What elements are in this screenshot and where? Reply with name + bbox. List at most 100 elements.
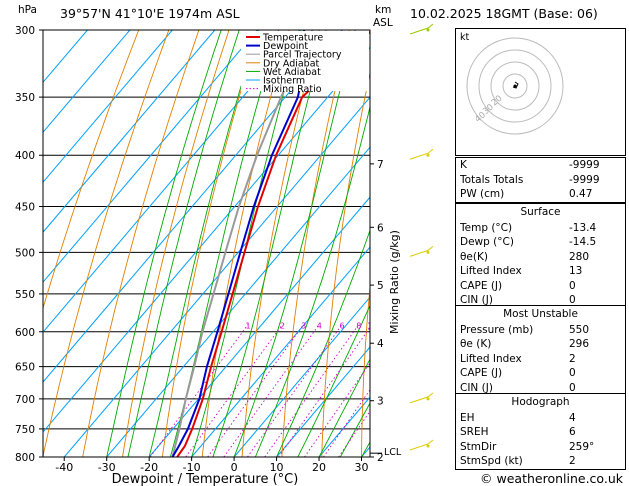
temperature-tick-label: -40	[55, 461, 73, 474]
pressure-tick-label: 450	[15, 202, 35, 214]
legend-label: Dewpoint	[263, 41, 308, 52]
index-label: Totals Totals	[460, 173, 524, 186]
surface-row: Dewp (°C) -14.5	[456, 235, 625, 250]
legend-label: Isotherm	[263, 76, 305, 87]
lcl-label: LCL	[384, 447, 402, 458]
most-unstable-value: 0	[569, 381, 576, 394]
plot-frame	[42, 29, 371, 458]
wind-barb-dot	[426, 444, 430, 448]
wet-adiabat-line	[127, 30, 240, 457]
wind-barb-dot	[426, 250, 430, 254]
most-unstable-row: Lifted Index 2	[456, 352, 625, 367]
mixing-ratio-line	[264, 324, 360, 457]
temperature-tick-label: -30	[98, 461, 116, 474]
dry-adiabat-line	[401, 30, 440, 457]
wet-adiabat-line	[339, 402, 370, 457]
mixing-ratio-label: 1	[246, 321, 251, 330]
temperature-line	[176, 30, 370, 457]
pressure-tick-label: 350	[15, 92, 35, 104]
hodograph-stat-label: StmDir	[460, 440, 497, 453]
legend-box	[241, 31, 369, 91]
temperature-tick-label: -10	[183, 461, 201, 474]
isotherm-line	[43, 30, 301, 333]
dewpoint-line	[171, 30, 307, 457]
legend-label: Dry Adiabat	[263, 58, 320, 69]
hodograph-stat-value: 4	[569, 411, 576, 424]
surface-value: 280	[569, 250, 590, 263]
mixing-ratio-line	[185, 324, 283, 457]
mixing-ratio-line	[207, 324, 304, 457]
mixing-ratio-label: 8	[356, 321, 361, 330]
most-unstable-row: CAPE (J) 0	[456, 366, 625, 381]
hodograph-table-title: Hodograph	[511, 396, 570, 408]
surface-table: Surface Temp (°C) -13.4 Dewp (°C) -14.5 θe(K…	[455, 203, 626, 309]
copyright: © weatheronline.co.uk	[480, 471, 624, 486]
most-unstable-row: θe (K) 296	[456, 337, 625, 352]
pressure-tick-label: 300	[15, 25, 35, 37]
surface-label: Dewp (°C)	[460, 236, 514, 248]
index-row: K -9999	[456, 158, 625, 173]
datetime-label: 10.02.2025 18GMT (Base: 06)	[410, 6, 598, 21]
index-value: -9999	[569, 159, 600, 171]
isotherm-line	[63, 96, 370, 457]
mixing-ratio-label: 25	[425, 321, 435, 330]
most-unstable-row: Pressure (mb) 550	[456, 323, 625, 338]
temperature-tick-label: 30	[355, 461, 369, 474]
asl-unit-label: ASL	[373, 17, 393, 29]
dry-adiabat-line	[281, 30, 350, 457]
index-value: -9999	[569, 173, 600, 186]
surface-title: Surface	[520, 206, 561, 218]
legend-label: Wet Adiabat	[263, 67, 321, 78]
wet-adiabat-line	[318, 358, 370, 457]
surface-row: θe(K) 280	[456, 250, 625, 265]
mixing-ratio-line	[223, 324, 320, 457]
hodograph-stat-row: SREH 6	[456, 425, 625, 440]
hodograph-stat-label: SREH	[460, 426, 489, 438]
hodograph-stat-row: StmDir 259°	[456, 440, 625, 455]
dry-adiabat-line	[201, 30, 290, 457]
mixing-ratio-label: 4	[317, 321, 322, 330]
temperature-tick-label: 20	[312, 461, 326, 474]
most-unstable-title: Most Unstable	[503, 308, 578, 320]
index-row: PW (cm) 0.47	[456, 187, 625, 202]
x-axis-title: Dewpoint / Temperature (°C)	[112, 472, 299, 486]
wind-barb-dot	[426, 28, 430, 32]
dry-adiabat-line	[43, 30, 170, 457]
surface-value: -14.5	[569, 236, 597, 248]
wet-adiabat-line	[276, 228, 370, 457]
hodograph-trace	[512, 81, 519, 89]
legend-label: Temperature	[262, 33, 323, 44]
pressure-tick-label: 500	[15, 247, 35, 259]
wet-adiabat-line	[212, 30, 327, 457]
hodograph-stat-row: EH 4	[456, 411, 625, 426]
indices-table: K -9999 Totals Totals -9999 PW (cm) 0.47	[455, 157, 626, 203]
hodograph-stat-value: 6	[569, 426, 576, 438]
isotherm-line	[43, 30, 216, 233]
isotherm-line	[43, 30, 131, 134]
most-unstable-value: 0	[569, 367, 576, 379]
dry-adiabat-line	[122, 30, 230, 457]
pressure-tick-label: 400	[15, 150, 35, 162]
isotherm-line	[43, 30, 88, 84]
most-unstable-label: Lifted Index	[460, 352, 522, 365]
most-unstable-label: CAPE (J)	[460, 367, 503, 379]
index-value: 0.47	[569, 188, 593, 200]
km-tick-label: 4	[377, 338, 384, 350]
wind-barb	[409, 148, 434, 160]
surface-value: -13.4	[569, 221, 597, 234]
hodograph-table: Hodograph EH 4 SREH 6 StmDir 259° StmSpd (kt) 2	[455, 393, 626, 470]
isotherm-line	[43, 30, 258, 283]
wet-adiabat-line	[297, 304, 370, 457]
most-unstable-value: 296	[569, 338, 590, 350]
index-label: K	[460, 159, 467, 171]
index-label: PW (cm)	[460, 188, 505, 200]
most-unstable-value: 550	[569, 323, 590, 336]
wet-adiabat-line	[254, 105, 370, 457]
hodograph-ring	[490, 61, 540, 111]
dry-adiabat-line	[361, 282, 370, 457]
dry-adiabat-line	[43, 30, 140, 310]
wind-barb	[409, 245, 434, 257]
wind-barb	[409, 392, 434, 404]
